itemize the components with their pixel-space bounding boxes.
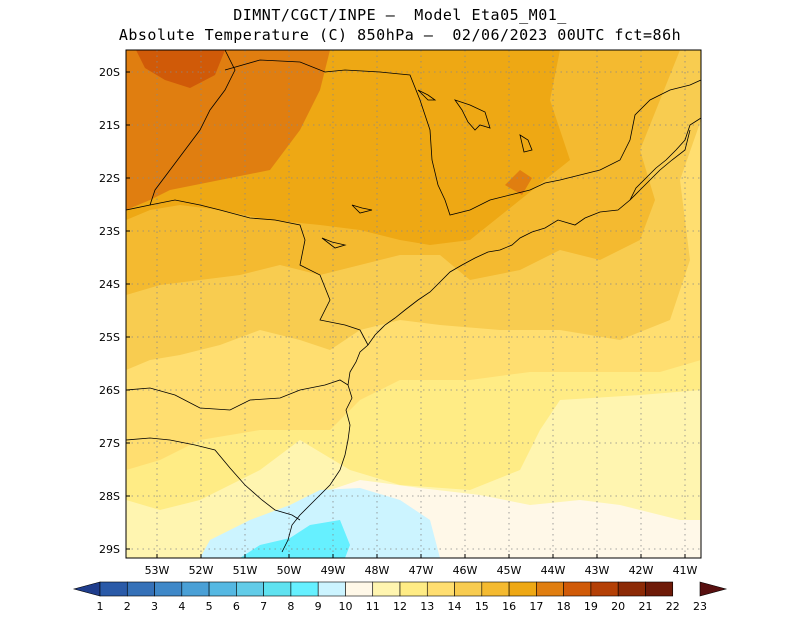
longitude-label: 50W [277,564,302,577]
longitude-label: 53W [145,564,170,577]
boundaries [125,49,702,553]
colorbar-label: 9 [315,600,322,613]
longitude-labels: 53W 52W 51W 50W 49W 48W 47W 46W 45W 44W 43W 42W 41W [145,554,698,577]
colorbar-swatch [454,581,483,597]
colorbar-label: 1 [97,600,104,613]
state-boundary [149,49,236,206]
colorbar-swatch [290,581,319,597]
colorbar-swatch [154,581,183,597]
colorbar-swatch [372,581,401,597]
colorbar-swatch [645,581,674,597]
colorbar-label: 5 [206,600,213,613]
colorbar-swatch [208,581,237,597]
latitude-label: 28S [99,490,120,503]
colorbar-swatch [236,581,264,597]
colorbar-label: 18 [557,600,571,613]
latitude-label: 24S [99,278,120,291]
colorbar-swatch [99,581,128,597]
field-band-19 [136,50,225,88]
reservoir [417,89,437,101]
colorbar-label: 14 [448,600,462,613]
longitude-label: 43W [585,564,610,577]
colorbar-label: 8 [287,600,294,613]
colorbar-label: 13 [420,600,434,613]
longitude-label: 47W [409,564,434,577]
colorbar-swatch [536,581,564,597]
longitude-label: 44W [541,564,566,577]
colorbar-label: 2 [124,600,131,613]
colorbar-swatch [590,581,619,597]
colorbar-label: 11 [366,600,380,613]
reservoir [321,237,347,249]
longitude-label: 49W [321,564,346,577]
colorbar-arrow-right [699,581,728,597]
state-boundary [125,437,301,521]
latitude-labels: 20S 21S 22S 23S 24S 25S 26S 27S 28S 29S [99,66,130,556]
title-line-1: DIMNT/CGCT/INPE – Model Eta05_M01_ [233,6,567,24]
colorbar-label: 6 [233,600,240,613]
longitude-label: 51W [233,564,258,577]
longitude-label: 52W [189,564,214,577]
state-boundary [629,129,691,201]
state-boundary [224,59,702,216]
title-line-2: Absolute Temperature (C) 850hPa – 02/06/… [118,26,682,44]
colorbar-swatch [508,581,537,597]
colorbar-label: 21 [638,600,652,613]
longitude-label: 46W [453,564,478,577]
colorbar [72,581,728,597]
longitude-label: 42W [629,564,654,577]
colorbar-label: 15 [475,600,489,613]
field-band-18 [126,50,330,210]
colorbar-swatch [317,581,346,597]
colorbar-swatch [181,581,210,597]
reservoir [453,99,491,131]
latitude-label: 25S [99,331,120,344]
colorbar-label: 16 [502,600,516,613]
state-boundary [125,199,369,346]
colorbar-swatch [617,581,646,597]
field-band-10 [200,488,440,558]
longitude-label: 45W [497,564,522,577]
latitude-label: 22S [99,172,120,185]
latitude-label: 29S [99,543,120,556]
coastline [281,117,702,553]
colorbar-labels: 1 2 3 4 5 6 7 8 9 10 11 12 13 14 15 16 17 18 19 20 21 22 23 [97,600,708,613]
plot-frame [125,49,702,559]
colorbar-label: 22 [666,600,680,613]
colorbar-swatch [263,581,292,597]
longitude-label: 41W [673,564,698,577]
latitude-label: 27S [99,437,120,450]
colorbar-label: 23 [693,600,707,613]
colorbar-label: 19 [584,600,598,613]
colorbar-swatch [563,581,592,597]
colorbar-swatch [126,581,155,597]
reservoir [519,134,533,153]
latitude-label: 26S [99,384,120,397]
colorbar-arrow-left [72,581,101,597]
colorbar-label: 20 [611,600,625,613]
longitude-label: 48W [365,564,390,577]
latitude-label: 21S [99,119,120,132]
field-band-9 [240,520,350,558]
colorbar-swatch [481,581,510,597]
state-boundary [125,379,349,411]
reservoir [351,204,373,214]
colorbar-label: 12 [393,600,407,613]
temperature-field [126,50,701,558]
latitude-label: 23S [99,225,120,238]
colorbar-label: 3 [151,600,158,613]
colorbar-swatch [345,581,374,597]
latitude-label: 20S [99,66,120,79]
colorbar-swatch [399,581,428,597]
colorbar-label: 7 [260,600,267,613]
field-patch-18 [505,170,532,195]
colorbar-swatch [426,581,455,597]
colorbar-label: 10 [338,600,352,613]
colorbar-label: 17 [529,600,543,613]
colorbar-label: 4 [178,600,185,613]
graticule [126,50,701,558]
